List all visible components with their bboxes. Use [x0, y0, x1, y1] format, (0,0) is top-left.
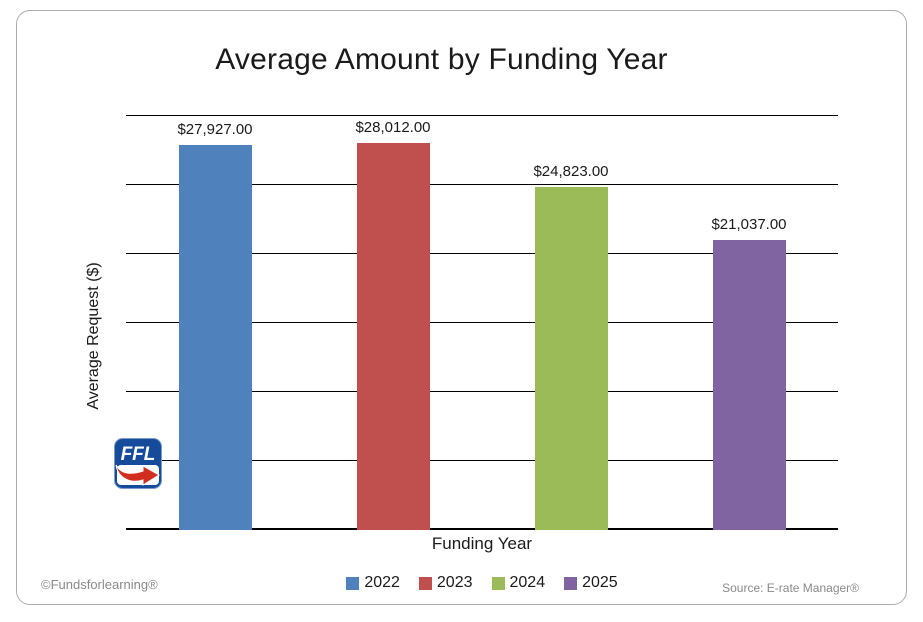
- bar-value-label-2025: $21,037.00: [711, 216, 787, 233]
- bar-2022: [178, 145, 252, 530]
- gridline: [126, 115, 838, 116]
- bar-2024: [534, 187, 608, 530]
- bar-2023: [356, 143, 430, 530]
- legend-item-2024: 2024: [491, 574, 546, 592]
- gridline: [126, 184, 838, 185]
- bar-value-label-2022: $27,927.00: [177, 121, 253, 138]
- bar-value-label-2024: $24,823.00: [533, 163, 609, 180]
- bar-value-label-2023: $28,012.00: [355, 119, 431, 136]
- legend-swatch-2024: [491, 576, 505, 590]
- x-axis-title: Funding Year: [431, 534, 533, 553]
- legend: 2022 2023 2024 2025: [126, 574, 838, 592]
- legend-item-2023: 2023: [418, 574, 473, 592]
- bar-2025: [712, 240, 786, 530]
- ffl-logo-text: FFL: [121, 444, 156, 465]
- legend-swatch-2025: [564, 576, 578, 590]
- ffl-logo-graphic: FFL: [114, 438, 162, 489]
- legend-swatch-2022: [346, 576, 360, 590]
- y-axis-title: Average Request ($): [85, 262, 102, 410]
- chart-title: Average Amount by Funding Year: [215, 43, 668, 76]
- ffl-logo: FFL: [114, 438, 162, 489]
- legend-item-2025: 2025: [564, 574, 618, 592]
- x-axis-line: [126, 528, 838, 530]
- gridline: [126, 322, 838, 323]
- legend-label: 2022: [364, 574, 400, 591]
- legend-label: 2023: [436, 574, 473, 591]
- legend-label: 2025: [582, 574, 618, 591]
- ffl-logo-arrow-icon: [115, 464, 160, 486]
- copyright-text: ©Fundsforlearning®: [41, 577, 158, 592]
- plot-area: $27,927.00 $28,012.00 $24,823.00 $21,037.00: [126, 115, 838, 530]
- legend-label: 2024: [509, 574, 546, 591]
- legend-item-2022: 2022: [346, 574, 400, 592]
- legend-swatch-2023: [418, 576, 432, 590]
- gridline: [126, 460, 838, 461]
- chart-frame: Average Amount by Funding Year Average R…: [16, 10, 907, 605]
- gridline: [126, 391, 838, 392]
- gridline: [126, 253, 838, 254]
- source-text: Source: E-rate Manager®: [722, 581, 859, 595]
